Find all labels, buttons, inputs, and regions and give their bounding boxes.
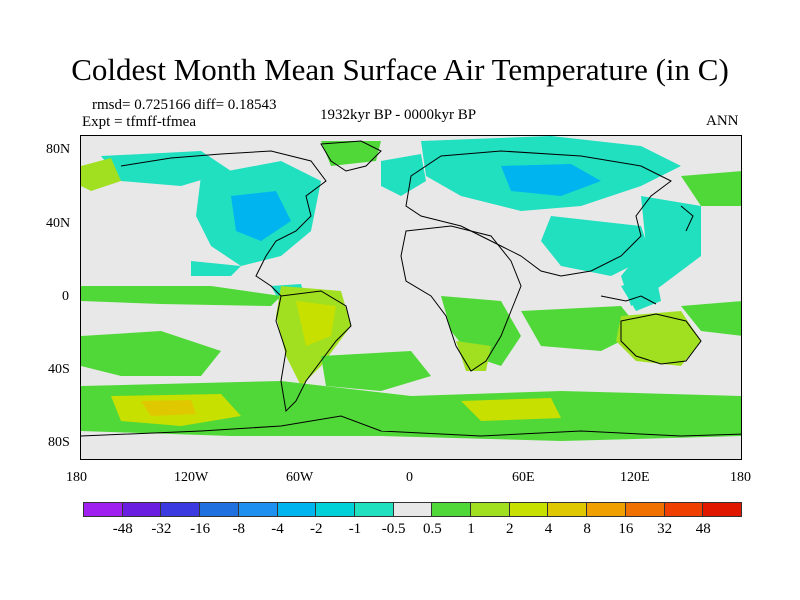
cool-region-siberia-core [501, 164, 601, 196]
warm-region-south-atlantic [321, 351, 431, 391]
warm-region-tropical-south-pacific [681, 301, 741, 336]
colorbar-label: -0.5 [381, 521, 406, 537]
colorbar-swatch [315, 502, 355, 517]
lon-tick-label: 0 [406, 470, 413, 485]
coast-south-america [275, 290, 352, 413]
colorbar-label: -8 [232, 521, 246, 537]
colorbar-swatch [586, 502, 626, 517]
map-title: Coldest Month Mean Surface Air Temperatu… [71, 52, 729, 87]
colorbar-label: -16 [190, 521, 211, 537]
lat-tick-label: 40N [46, 216, 71, 231]
colorbar-label: 2 [506, 521, 514, 537]
cool-region-china [541, 216, 651, 276]
colorbar-swatch [624, 502, 665, 517]
warm-region-australia [616, 311, 701, 366]
lat-tick-label: 80S [48, 435, 70, 450]
colorbar-swatch [353, 502, 394, 517]
colorbar-label: 4 [544, 521, 553, 537]
colorbar [83, 502, 742, 517]
coast-antarctica [81, 415, 741, 437]
cooling-regions [101, 136, 701, 311]
lon-tick-label: 60W [286, 470, 314, 485]
lon-tick-label: 60E [512, 470, 535, 485]
anomaly-map [81, 136, 741, 459]
colorbar-label: -1 [348, 521, 362, 537]
season-label: ANN [706, 113, 739, 129]
colorbar-swatch [276, 502, 317, 517]
lat-tick-label: 40S [48, 362, 70, 377]
coast-africa [400, 225, 522, 372]
lat-tick-label: 0 [62, 289, 69, 304]
warm-region-africa [441, 296, 521, 366]
colorbar-label: 1 [467, 521, 475, 537]
colorbar-label: 48 [695, 521, 711, 537]
coast-greenland [320, 140, 382, 172]
colorbar-swatch [199, 502, 239, 517]
colorbar-label: -2 [309, 521, 323, 537]
lon-tick-label: 180 [66, 470, 87, 485]
colorbar-swatch [392, 502, 433, 517]
colorbar-swatch [160, 502, 201, 517]
cool-region-indonesia [621, 276, 661, 311]
lon-tick-label: 120W [174, 470, 209, 485]
warming-regions [81, 141, 741, 441]
colorbar-label: 16 [618, 521, 634, 537]
colorbar-swatch [237, 502, 278, 517]
cool-region-central-pacific [191, 261, 241, 276]
lon-tick-label: 120E [620, 470, 650, 485]
coastlines [81, 140, 741, 437]
map-panel [80, 135, 742, 460]
lon-tick-label: 180 [730, 470, 751, 485]
coast-indonesia [600, 295, 657, 305]
colorbar-label: 32 [657, 521, 673, 537]
colorbar-label: -48 [112, 521, 133, 537]
warm-region-nw-pacific [681, 171, 741, 206]
colorbar-swatch [431, 502, 472, 517]
colorbar-swatch [121, 502, 162, 517]
stats-line: rmsd= 0.725166 diff= 0.18543 [92, 97, 277, 113]
colorbar-swatch [702, 502, 742, 517]
colorbar-swatch [470, 502, 510, 517]
colorbar-label: -32 [151, 521, 172, 537]
colorbar-swatch [663, 502, 704, 517]
warm-region-south-pacific [81, 331, 221, 376]
colorbar-swatch [83, 502, 123, 517]
warm-region-alaska [81, 158, 121, 191]
colorbar-label: 8 [583, 521, 591, 537]
colorbar-swatch [547, 502, 588, 517]
lat-tick-label: 80N [46, 142, 71, 157]
colorbar-swatch [508, 502, 549, 517]
period-label: 1932kyr BP - 0000kyr BP [320, 107, 477, 123]
cool-region-north-pacific [101, 151, 231, 186]
colorbar-label: 0.5 [422, 521, 442, 537]
coast-north-america [120, 150, 327, 297]
coast-australia [620, 313, 702, 365]
warm-region-indian-ocean [521, 306, 641, 351]
warm-region-south-america-core [296, 301, 336, 346]
experiment-label: Expt = tfmff-tfmea [82, 114, 196, 130]
colorbar-label: -4 [271, 521, 284, 537]
warm-region-southern-ocean [81, 381, 741, 441]
cool-region-atlantic [381, 154, 426, 196]
warm-region-southern-ocean-peak [141, 400, 196, 416]
warm-region-tropical-north-pacific [81, 286, 281, 306]
warm-region-greenland-sea [321, 141, 381, 166]
cool-region-west-pacific [621, 196, 701, 306]
coast-eurasia [405, 150, 672, 277]
coast-japan [680, 205, 694, 232]
cool-region-north-america-core [231, 191, 291, 241]
warm-region-southern-indian [461, 398, 561, 421]
